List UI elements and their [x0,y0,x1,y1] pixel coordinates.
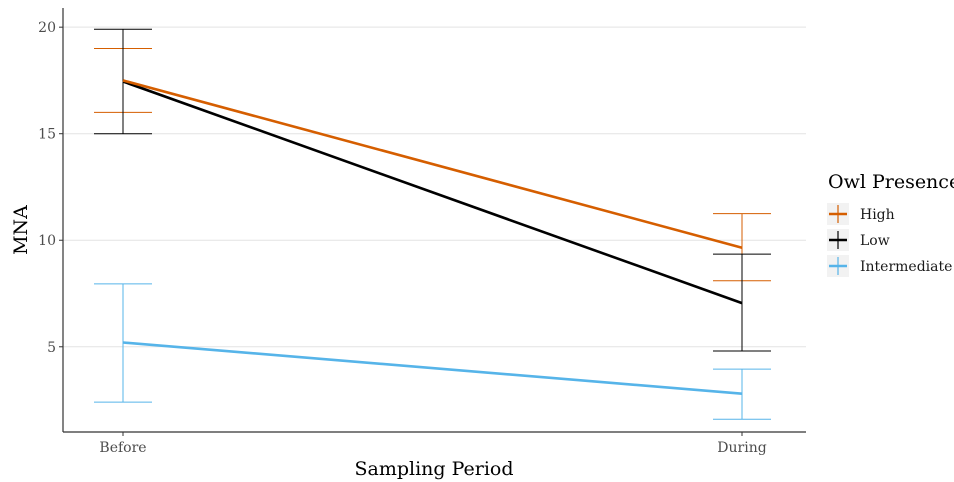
y-tick-label: 15 [38,127,56,143]
series-intermediate [94,283,771,420]
gridlines [63,26,806,348]
y-tick-label: 5 [47,340,56,356]
series-low [94,28,771,352]
y-tick-label: 10 [38,233,56,249]
axes: 5 10 15 20 Before During [38,8,806,456]
x-tick-label: Before [99,440,146,456]
legend: Owl Presence High Low Intermediate [827,171,954,277]
legend-label-high: High [860,207,895,223]
x-tick-label: During [717,440,766,456]
legend-label-low: Low [860,233,890,249]
series-line-intermediate [122,341,743,395]
series-line-low [122,80,743,305]
series-line-high [122,79,743,249]
y-tick-label: 20 [38,20,56,36]
y-axis-title: MNA [10,205,32,255]
legend-label-intermediate: Intermediate [860,259,952,275]
x-axis-title: Sampling Period [354,458,513,480]
legend-title: Owl Presence [828,171,954,193]
series-layer [94,28,771,420]
